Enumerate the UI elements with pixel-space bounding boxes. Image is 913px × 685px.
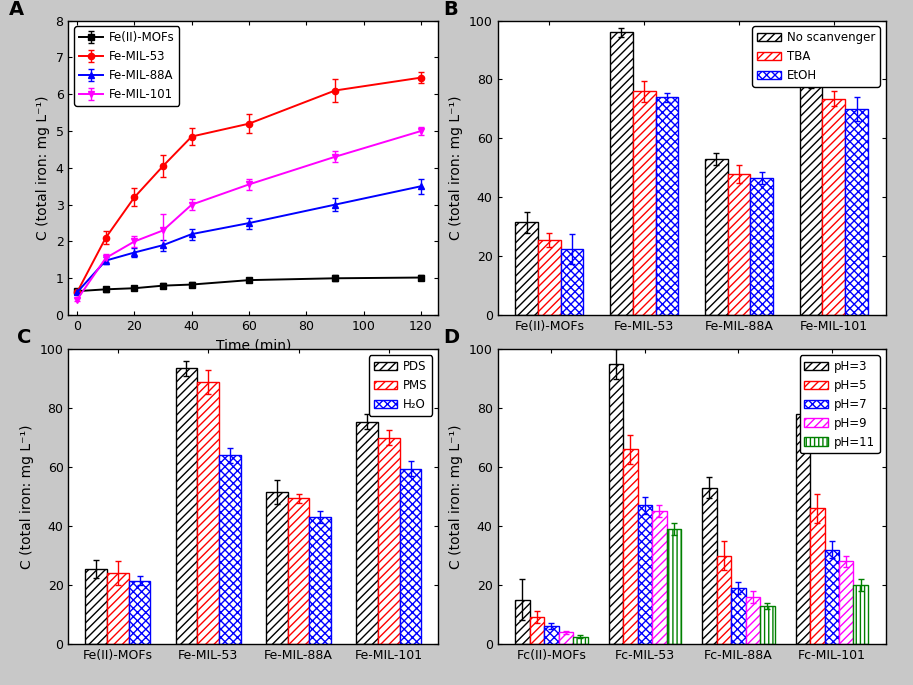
Bar — [197, 382, 219, 644]
Bar — [705, 159, 728, 315]
Bar — [702, 488, 717, 644]
X-axis label: Time (min): Time (min) — [215, 338, 291, 353]
Bar — [310, 517, 331, 644]
Bar — [85, 569, 107, 644]
Bar — [544, 626, 559, 644]
Bar — [746, 597, 760, 644]
Bar — [219, 456, 241, 644]
Bar — [824, 549, 839, 644]
Legend: pH=3, pH=5, pH=7, pH=9, pH=11: pH=3, pH=5, pH=7, pH=9, pH=11 — [800, 356, 880, 453]
Bar — [561, 249, 583, 315]
Bar — [378, 438, 400, 644]
Bar — [666, 529, 681, 644]
Bar — [610, 32, 633, 315]
Text: B: B — [444, 0, 458, 18]
Text: C: C — [16, 329, 31, 347]
Bar — [728, 174, 750, 315]
Bar — [573, 636, 588, 644]
Bar — [107, 573, 129, 644]
Bar — [652, 511, 666, 644]
Bar — [515, 223, 538, 315]
Bar — [266, 493, 288, 644]
Bar — [175, 369, 197, 644]
Bar — [656, 97, 678, 315]
Bar — [845, 109, 868, 315]
Bar — [609, 364, 624, 644]
Bar — [800, 84, 823, 315]
Bar — [839, 562, 854, 644]
Y-axis label: C (total iron: mg L⁻¹): C (total iron: mg L⁻¹) — [449, 425, 463, 569]
Bar — [538, 240, 561, 315]
Text: D: D — [444, 329, 459, 347]
Y-axis label: C (total iron: mg L⁻¹): C (total iron: mg L⁻¹) — [449, 96, 463, 240]
Bar — [717, 556, 731, 644]
Bar — [823, 99, 845, 315]
Bar — [356, 421, 378, 644]
Bar — [795, 414, 810, 644]
Bar — [750, 178, 773, 315]
Legend: PDS, PMS, H₂O: PDS, PMS, H₂O — [369, 356, 433, 416]
Y-axis label: C (total iron: mg L⁻¹): C (total iron: mg L⁻¹) — [36, 96, 50, 240]
Bar — [810, 508, 824, 644]
Bar — [530, 617, 544, 644]
Bar — [400, 469, 422, 644]
Bar — [624, 449, 637, 644]
Legend: Fe(II)-MOFs, Fe-MIL-53, Fe-MIL-88A, Fe-MIL-101: Fe(II)-MOFs, Fe-MIL-53, Fe-MIL-88A, Fe-M… — [74, 27, 179, 105]
Bar — [559, 632, 573, 644]
Bar — [288, 498, 310, 644]
Y-axis label: C (total iron: mg L⁻¹): C (total iron: mg L⁻¹) — [20, 425, 34, 569]
Bar — [129, 581, 151, 644]
Legend: No scanvenger, TBA, EtOH: No scanvenger, TBA, EtOH — [752, 27, 880, 87]
Bar — [637, 506, 652, 644]
Text: A: A — [9, 0, 25, 18]
Bar — [760, 606, 774, 644]
Bar — [731, 588, 746, 644]
Bar — [515, 600, 530, 644]
Bar — [854, 585, 868, 644]
Bar — [633, 91, 656, 315]
